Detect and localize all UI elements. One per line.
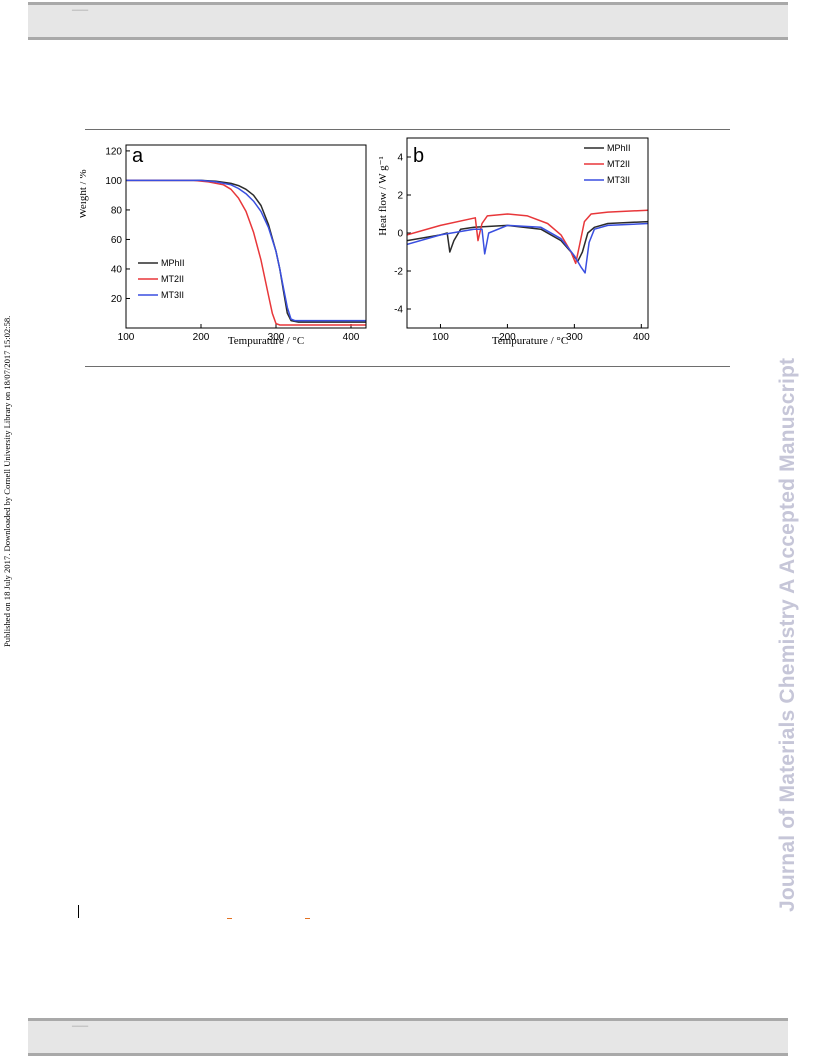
series-line-mt2ii: [407, 209, 648, 265]
panel-a-xtick-label: 400: [343, 332, 360, 343]
panel-a-xtick-label: 200: [193, 332, 210, 343]
panel-b-legend: MPhII MT2II MT3II: [584, 143, 631, 185]
series-line-mt3ii: [126, 179, 366, 322]
figure: Weight / % Tempuraturе / °C a 1002003004…: [77, 134, 660, 365]
panel-a-ytick-label: 80: [111, 205, 123, 216]
panel-a-xtick-label: 300: [268, 332, 285, 343]
panel-b-ylabel: Heat flow / W g⁻¹: [377, 156, 389, 236]
panel-b-xlabel: Tempuraturе / °C: [492, 335, 568, 347]
panel-b-series: [407, 209, 648, 274]
panel-b-xtick-label: 100: [432, 332, 449, 343]
legend-label-mt2ii: MT2II: [161, 274, 184, 284]
journal-watermark: Journal of Materials Chemistry A Accepte…: [776, 357, 799, 912]
header-bar: ▁▁▁: [28, 2, 788, 40]
panel-a-xtick-label: 100: [118, 332, 135, 343]
panel-b-ticks: 100 200 300 400 -4 -2 0 2 4: [394, 153, 650, 344]
panel-b-ytick-label: -2: [394, 267, 403, 278]
panel-a-ylabel: Weight / %: [80, 169, 89, 218]
panel-a-ytick-label: 20: [111, 294, 123, 305]
legend-label-mphii: MPhII: [607, 143, 631, 153]
panel-a-label: a: [132, 145, 144, 167]
panel-b-xtick-label: 400: [633, 332, 650, 343]
panel-b-ytick-label: -4: [394, 305, 403, 316]
panel-b-xtick-label: 300: [566, 332, 583, 343]
panel-b-ytick-label: 0: [397, 229, 403, 240]
download-notice: Published on 18 July 2017. Downloaded by…: [2, 315, 12, 647]
figure-bottom-rule: [85, 366, 730, 367]
link-mark: [227, 918, 232, 919]
panel-a-series: [126, 179, 366, 326]
panel-a-ticks: 100 200 300 400 20 40 60 80 100 120: [105, 146, 359, 343]
series-line-mt3ii: [407, 222, 648, 274]
legend-label-mt3ii: MT3II: [161, 290, 184, 300]
panel-a-xlabel: Tempuraturе / °C: [228, 335, 304, 347]
panel-b-ytick-label: 2: [397, 191, 403, 202]
panel-b-label: b: [413, 145, 424, 167]
margin-mark: [78, 905, 79, 918]
panel-a-ytick-label: 60: [111, 235, 123, 246]
panel-b-frame: [406, 137, 649, 329]
panel-a-ytick-label: 40: [111, 264, 123, 275]
series-line-mt2ii: [126, 179, 366, 326]
panel-b-ytick-label: 4: [397, 153, 403, 164]
panel-a-legend: MPhII MT2II MT3II: [138, 258, 185, 300]
series-line-mphii: [407, 220, 648, 263]
link-mark: [305, 918, 310, 919]
footer-bar: ▁▁▁: [28, 1018, 788, 1056]
panel-b: Heat flow / W g⁻¹ Tempuraturе / °C b 100…: [377, 137, 650, 347]
panel-a-ytick-label: 100: [105, 176, 122, 187]
legend-label-mt3ii: MT3II: [607, 175, 630, 185]
figure-svg: Weight / % Tempuraturе / °C a 1002003004…: [77, 137, 650, 347]
series-line-mphii: [126, 179, 366, 323]
panel-a-frame: [125, 144, 367, 329]
legend-label-mphii: MPhII: [161, 258, 185, 268]
panel-a-ytick-label: 120: [105, 146, 122, 157]
panel-a: Weight / % Tempuraturе / °C a 100 200 300 4…: [77, 144, 367, 347]
panel-b-xtick-label: 200: [499, 332, 516, 343]
legend-label-mt2ii: MT2II: [607, 159, 630, 169]
figure-top-rule: [85, 129, 730, 130]
